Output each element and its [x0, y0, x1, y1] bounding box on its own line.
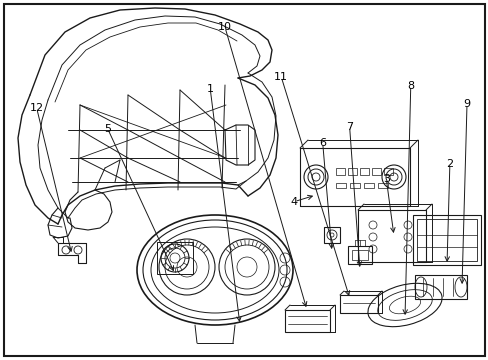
Bar: [335, 183, 346, 188]
Bar: [157, 242, 193, 274]
Text: 12: 12: [30, 103, 43, 113]
Text: 6: 6: [319, 138, 325, 148]
Bar: [414, 275, 466, 299]
Text: 3: 3: [382, 174, 389, 184]
Bar: [324, 227, 339, 243]
Text: 4: 4: [290, 197, 297, 207]
Bar: [416, 219, 476, 261]
Text: 8: 8: [407, 81, 413, 91]
Bar: [371, 168, 380, 175]
Bar: [383, 168, 392, 175]
Bar: [335, 168, 345, 175]
Bar: [351, 250, 367, 260]
Bar: [347, 168, 356, 175]
Bar: [412, 215, 480, 265]
Bar: [377, 183, 387, 188]
Text: 10: 10: [218, 22, 231, 32]
Bar: [339, 295, 377, 313]
Text: 11: 11: [274, 72, 287, 82]
Text: 7: 7: [346, 122, 352, 132]
Bar: [363, 183, 373, 188]
Bar: [349, 183, 359, 188]
Bar: [285, 310, 329, 332]
Text: 2: 2: [446, 159, 452, 169]
Text: 1: 1: [206, 84, 213, 94]
Text: 5: 5: [104, 123, 111, 134]
Bar: [347, 246, 371, 264]
Bar: [359, 168, 368, 175]
Text: 9: 9: [463, 99, 469, 109]
